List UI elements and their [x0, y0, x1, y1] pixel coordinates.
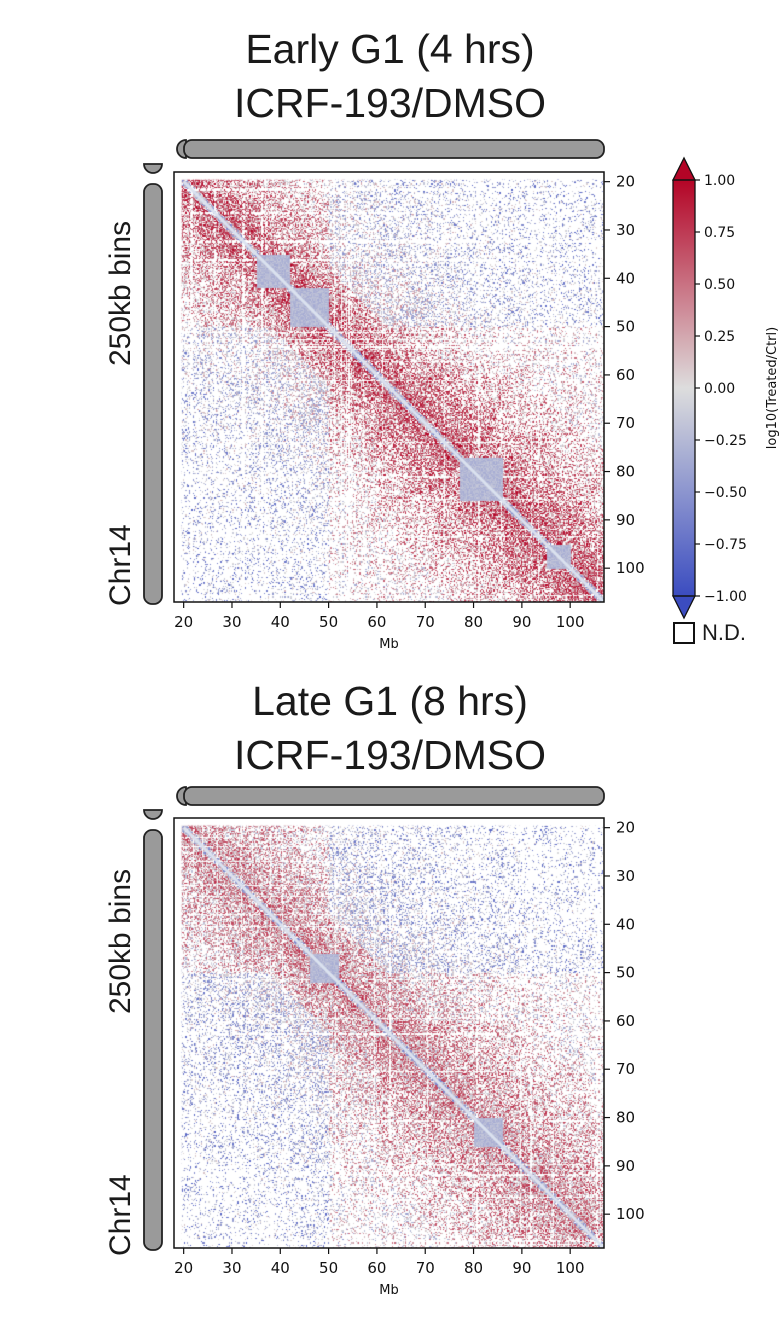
x-tick-label: 60: [367, 613, 386, 631]
colorbar-tick-label: −1.00: [704, 589, 747, 605]
y-tick-label: 70: [616, 414, 635, 432]
x-tick-label: 60: [367, 1259, 386, 1277]
nd-label: N.D.: [702, 620, 746, 645]
x-tick-label: 40: [271, 1259, 290, 1277]
x-axis-label: Mb: [379, 637, 398, 652]
colorbar-tick-label: 1.00: [704, 173, 735, 189]
colorbar-tick-label: −0.75: [704, 537, 747, 553]
y-tick-label: 40: [616, 269, 635, 287]
y-tick-label: 50: [616, 318, 635, 336]
x-tick-label: 80: [464, 613, 483, 631]
x-tick-label: 40: [271, 613, 290, 631]
panel1-axes: 20 30 40 50 60 70 80 90 100 20 30 40 50 60 70 80 90 100 Mb: [173, 171, 645, 652]
x-tick-label: 50: [319, 1259, 338, 1277]
panel1-chromosome-ideogram: [143, 139, 605, 605]
panel1-heatmap: [174, 172, 604, 602]
colorbar-tick-label: −0.25: [704, 433, 747, 449]
y-tick-label: 30: [616, 867, 635, 885]
panel1-title: Early G1 (4 hrs): [245, 26, 535, 72]
y-tick-label: 70: [616, 1060, 635, 1078]
x-axis-label: Mb: [379, 1283, 398, 1298]
heatmap-frame: [173, 817, 605, 1249]
x-tick-label: 30: [222, 613, 241, 631]
y-tick-label: 60: [616, 1012, 635, 1030]
chromosome-bar-horizontal: [183, 139, 605, 159]
chromosome-bar-vertical: [143, 829, 163, 1251]
x-tick-label: 80: [464, 1259, 483, 1277]
colorbar-label: log10(Treated/Ctrl): [765, 327, 780, 449]
y-tick-label: 50: [616, 964, 635, 982]
x-tick-label: 70: [416, 613, 435, 631]
y-tick-label: 20: [616, 173, 635, 191]
panel2-title: Late G1 (8 hrs): [252, 678, 528, 724]
centromere-cap-horizontal: [176, 786, 187, 806]
y-tick-label: 80: [616, 1109, 635, 1127]
colorbar-tick-label: 0.75: [704, 225, 735, 241]
y-tick-label: 90: [616, 511, 635, 529]
x-tick-label: 30: [222, 1259, 241, 1277]
chromosome-bar-horizontal: [183, 786, 605, 806]
x-tick-label: 100: [556, 613, 585, 631]
y-tick-label: 30: [616, 221, 635, 239]
x-tick-label: 20: [174, 1259, 193, 1277]
chromosome-bar-vertical: [143, 183, 163, 605]
colorbar-tick-label: 0.25: [704, 329, 735, 345]
colorbar-tick-label: 0.00: [704, 381, 735, 397]
y-tick-label: 100: [616, 1205, 645, 1223]
x-tick-label: 70: [416, 1259, 435, 1277]
x-tick-label: 90: [512, 1259, 531, 1277]
colorbar-tick-label: −0.50: [704, 485, 747, 501]
x-tick-label: 50: [319, 613, 338, 631]
y-tick-label: 20: [616, 819, 635, 837]
centromere-cap-vertical: [143, 809, 163, 820]
panel2-heatmap: [174, 818, 604, 1248]
x-tick-label: 20: [174, 613, 193, 631]
x-tick-label: 90: [512, 613, 531, 631]
colorbar-gradient: [673, 180, 695, 596]
y-tick-label: 80: [616, 463, 635, 481]
panel1-subtitle: ICRF-193/DMSO: [233, 80, 547, 126]
colorbar-tick-label: 0.50: [704, 277, 735, 293]
centromere-cap-horizontal: [176, 139, 187, 159]
y-tick-label: 90: [616, 1157, 635, 1175]
panel2-subtitle: ICRF-193/DMSO: [233, 732, 547, 778]
centromere-cap-vertical: [143, 163, 163, 174]
heatmap-frame: [173, 171, 605, 603]
y-tick-label: 60: [616, 366, 635, 384]
y-tick-label: 40: [616, 915, 635, 933]
y-tick-label: 100: [616, 559, 645, 577]
colorbar: 1.00 0.75 0.50 0.25 0.00 −0.25 −0.50 −0.75 −1.00…: [671, 156, 780, 620]
x-tick-label: 100: [556, 1259, 585, 1277]
nd-swatch: [673, 622, 695, 644]
